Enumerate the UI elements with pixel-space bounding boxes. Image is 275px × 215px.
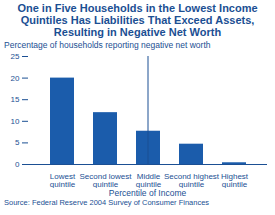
svg-text:20: 20 [11,74,20,83]
svg-text:15: 15 [11,95,20,104]
svg-text:0: 0 [15,160,20,169]
html-text:Percentile of Income: Percentile of Income [108,188,187,198]
svg-text:Highestquintile: Highestquintile [221,172,249,188]
svg-text:Second lowestquintile: Second lowestquintile [79,172,132,188]
html-text:One in Five Households in the: One in Five Households in the Lowest Inc… [17,2,258,38]
html-text:Percentage of households repor: Percentage of households reporting negat… [4,40,211,50]
svg-text:Middlequintile: Middlequintile [136,172,162,188]
svg-text:5: 5 [15,138,20,147]
svg-text:Second highestquintile: Second highestquintile [164,172,220,188]
svg-text:25: 25 [11,52,20,61]
svg-text:10: 10 [11,117,20,126]
html-text:Source: Federal Reserve 2004 S: Source: Federal Reserve 2004 Survey of C… [4,198,210,207]
svg-text:Lowestquintile: Lowestquintile [50,172,76,188]
